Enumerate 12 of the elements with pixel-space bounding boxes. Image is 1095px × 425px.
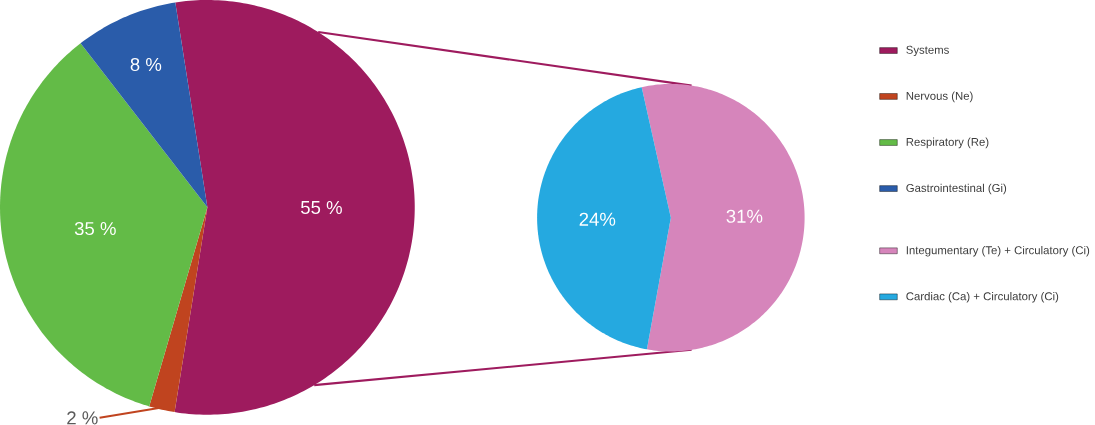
data-label: 35 %: [74, 221, 116, 235]
data-label: 2 %: [67, 411, 98, 425]
data-label: 55 %: [300, 200, 342, 214]
legend-label: Cardiac (Ca) + Circulatory (Ci): [906, 291, 1059, 303]
legend-label: Gastrointestinal (Gi): [906, 183, 1007, 195]
legend-label: Respiratory (Re): [906, 137, 989, 148]
data-label: 8 %: [130, 57, 162, 71]
legend-label: Systems: [906, 45, 949, 56]
legend-label: Integumentary (Te) + Circulatory (Ci): [906, 245, 1090, 257]
data-label: 31%: [726, 209, 763, 223]
legend-label: Nervous (Ne): [906, 91, 973, 102]
data-label: 24%: [579, 212, 616, 226]
